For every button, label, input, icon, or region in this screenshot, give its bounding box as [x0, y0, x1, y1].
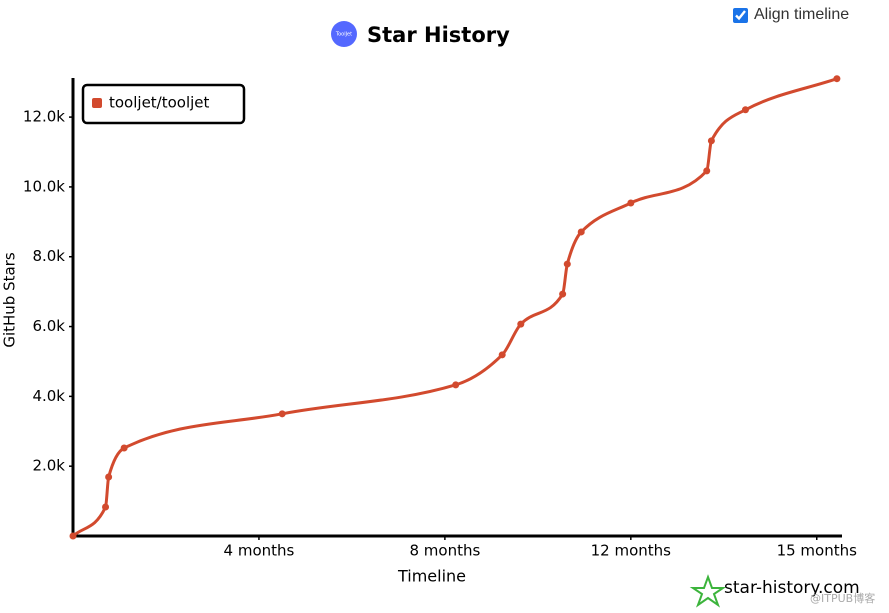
- data-point: [498, 351, 506, 359]
- data-point: [703, 167, 711, 175]
- logo-text: ToolJet: [335, 32, 352, 38]
- y-tick-label: 4.0k: [32, 387, 65, 405]
- data-point: [833, 75, 841, 83]
- align-label: Align timeline: [754, 6, 850, 23]
- data-point: [69, 532, 77, 540]
- chart-title: Star History: [367, 23, 510, 47]
- data-point: [707, 137, 715, 145]
- logo: [331, 21, 357, 47]
- legend-swatch: [92, 98, 102, 108]
- data-point: [452, 381, 460, 389]
- data-point: [105, 473, 113, 481]
- series-line: [71, 77, 839, 538]
- align-checkbox[interactable]: [733, 7, 748, 23]
- data-point: [577, 228, 585, 236]
- y-tick-label: 2.0k: [32, 457, 65, 475]
- data-point: [102, 503, 110, 511]
- x-tick-label: 15 months: [777, 542, 858, 560]
- legend-label: tooljet/tooljet: [109, 94, 210, 112]
- data-point: [559, 290, 567, 298]
- footer-logo: [689, 574, 727, 608]
- watermark: @ITPUB博客: [810, 591, 875, 605]
- y-tick-label: 6.0k: [32, 317, 65, 335]
- y-tick-label: 8.0k: [32, 247, 65, 265]
- y-tick-label: 10.0k: [23, 177, 65, 195]
- data-point: [120, 444, 128, 452]
- y-axis-label: GitHub Stars: [1, 252, 19, 348]
- data-point: [563, 260, 571, 268]
- x-axis-label: Timeline: [397, 567, 466, 586]
- footer-site: star-history.com: [724, 578, 860, 598]
- data-point: [517, 320, 525, 328]
- data-point: [278, 410, 286, 418]
- data-point: [627, 199, 635, 207]
- x-tick-label: 8 months: [409, 542, 480, 560]
- x-tick-label: 4 months: [224, 542, 295, 560]
- data-point: [741, 106, 749, 114]
- legend-box: [81, 83, 246, 125]
- y-tick-label: 12.0k: [23, 108, 65, 126]
- x-tick-label: 12 months: [591, 542, 672, 560]
- align-control[interactable]: Align timeline: [733, 6, 849, 24]
